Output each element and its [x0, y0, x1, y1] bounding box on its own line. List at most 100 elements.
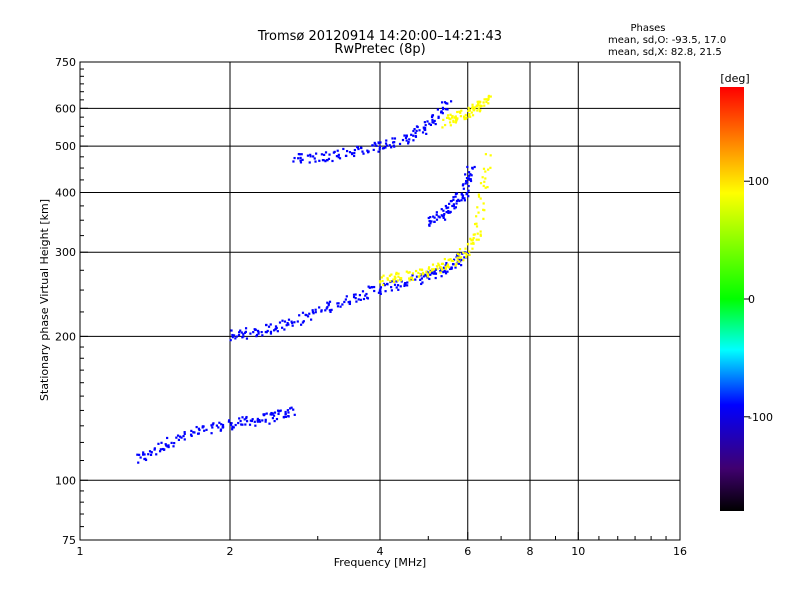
colorbar-tick-label: -100 — [748, 411, 773, 424]
data-point — [221, 423, 225, 427]
phases-x-line: mean, sd,X: 82.8, 21.5 — [608, 47, 722, 58]
data-point — [245, 337, 249, 340]
data-point — [444, 123, 447, 127]
data-point — [397, 288, 400, 291]
data-point — [382, 274, 385, 277]
data-point — [389, 280, 392, 283]
data-point — [355, 300, 358, 303]
data-point — [324, 309, 327, 312]
data-point — [432, 272, 436, 275]
data-point — [320, 310, 323, 313]
data-point — [465, 253, 469, 256]
data-point — [203, 429, 206, 432]
y-tick-label: 100 — [55, 474, 76, 487]
data-point — [449, 210, 452, 214]
data-point — [479, 104, 482, 107]
data-point — [449, 200, 453, 203]
data-point — [461, 252, 464, 255]
data-point — [301, 321, 305, 324]
data-point — [264, 420, 267, 423]
data-point — [471, 114, 475, 117]
data-point — [458, 260, 461, 263]
data-point — [364, 294, 367, 297]
data-point — [456, 259, 459, 262]
data-point — [416, 125, 419, 129]
data-point — [397, 275, 400, 278]
data-point — [253, 420, 256, 423]
data-point — [479, 182, 483, 185]
data-point — [443, 257, 446, 261]
data-point — [434, 268, 438, 271]
data-point — [230, 422, 233, 425]
data-point — [391, 137, 394, 140]
data-point — [158, 450, 162, 453]
data-point — [373, 289, 376, 293]
data-point — [256, 419, 259, 422]
data-point — [287, 411, 290, 414]
data-point — [432, 121, 435, 124]
data-point — [276, 409, 280, 412]
data-point — [460, 264, 463, 267]
data-point — [466, 181, 469, 184]
data-point — [487, 96, 490, 99]
data-point — [395, 271, 398, 274]
data-point — [489, 166, 492, 169]
data-point — [354, 297, 357, 300]
data-point — [467, 171, 471, 174]
data-point — [413, 128, 416, 131]
data-point — [249, 332, 252, 335]
data-point — [165, 444, 168, 447]
data-point — [212, 422, 215, 425]
data-point — [337, 153, 340, 156]
data-point — [449, 121, 452, 124]
data-point — [252, 331, 255, 334]
data-point — [415, 129, 418, 132]
data-point — [420, 277, 423, 280]
data-point — [471, 103, 474, 106]
data-point — [245, 420, 249, 423]
data-point — [361, 290, 365, 293]
data-point — [381, 147, 385, 150]
data-point — [439, 266, 442, 269]
data-point — [467, 184, 470, 188]
data-point — [405, 139, 408, 142]
data-point — [430, 269, 434, 272]
data-point — [421, 131, 425, 134]
data-point — [300, 153, 303, 156]
data-point — [175, 436, 178, 439]
data-point — [241, 423, 244, 426]
data-point — [144, 457, 147, 460]
data-point — [453, 207, 456, 210]
data-point — [348, 302, 352, 305]
data-point — [444, 102, 448, 105]
data-point — [348, 151, 352, 154]
data-point — [424, 124, 427, 127]
data-point — [385, 139, 388, 142]
y-tick-label: 75 — [62, 534, 76, 547]
data-point — [449, 118, 452, 121]
data-point — [390, 286, 393, 289]
data-point — [462, 251, 465, 254]
data-point — [412, 134, 415, 137]
data-point — [173, 441, 176, 445]
data-point — [289, 407, 292, 410]
data-point — [431, 268, 434, 271]
data-point — [337, 302, 340, 305]
data-point — [176, 434, 180, 437]
data-point — [407, 142, 410, 145]
data-point — [231, 333, 234, 337]
data-point — [336, 302, 339, 305]
data-point — [399, 276, 402, 280]
data-point — [287, 318, 291, 321]
data-point — [336, 305, 340, 308]
data-point — [343, 300, 346, 304]
data-point — [390, 280, 394, 283]
data-point — [232, 426, 235, 429]
data-point — [434, 272, 438, 275]
data-point — [429, 216, 432, 219]
data-point — [211, 423, 214, 426]
data-point — [312, 155, 315, 158]
data-point — [347, 301, 350, 304]
data-point — [473, 233, 476, 236]
data-point — [482, 202, 485, 205]
